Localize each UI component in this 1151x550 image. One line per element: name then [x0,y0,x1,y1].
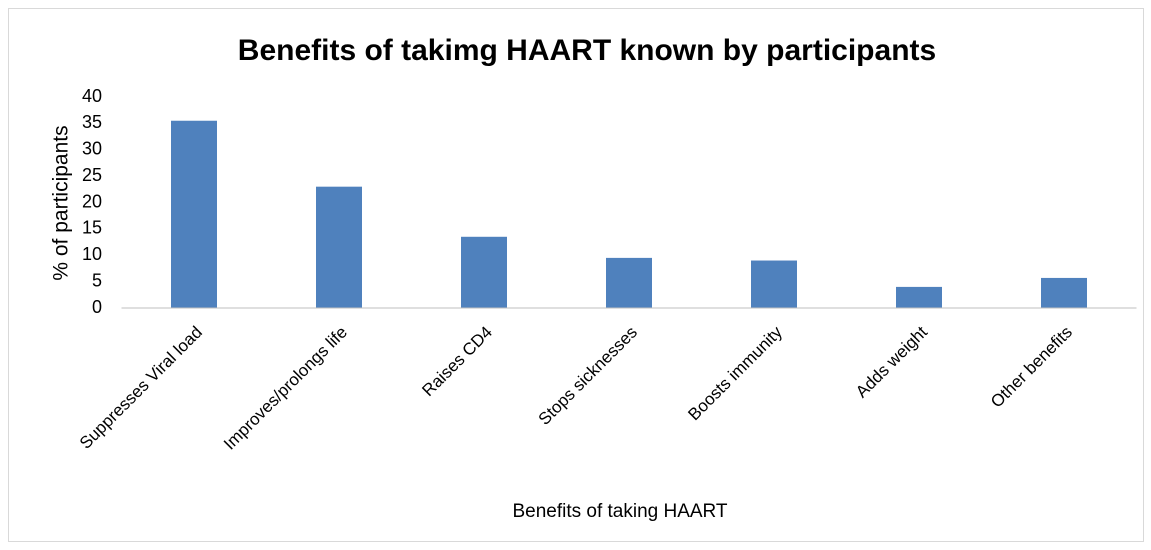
y-tick-label: 25 [82,165,102,185]
y-tick-label: 40 [82,86,102,106]
y-tick-label: 5 [92,270,102,290]
bar [751,260,797,308]
y-tick-label: 15 [82,218,102,238]
y-tick-label: 10 [82,244,102,264]
y-tick-label: 20 [82,191,102,211]
bar [171,120,217,308]
y-tick-label: 0 [92,297,102,317]
y-tick-label: 35 [82,112,102,132]
x-axis-label: Benefits of taking HAART [512,501,727,522]
y-tick-label: 30 [82,139,102,159]
bar [896,286,942,308]
bar [461,236,507,308]
bar [1041,277,1087,308]
y-axis-label: % of participants [50,125,73,280]
bar [606,257,652,308]
chart-title: Benefits of takimg HAART known by partic… [238,34,936,67]
bar [316,186,362,308]
